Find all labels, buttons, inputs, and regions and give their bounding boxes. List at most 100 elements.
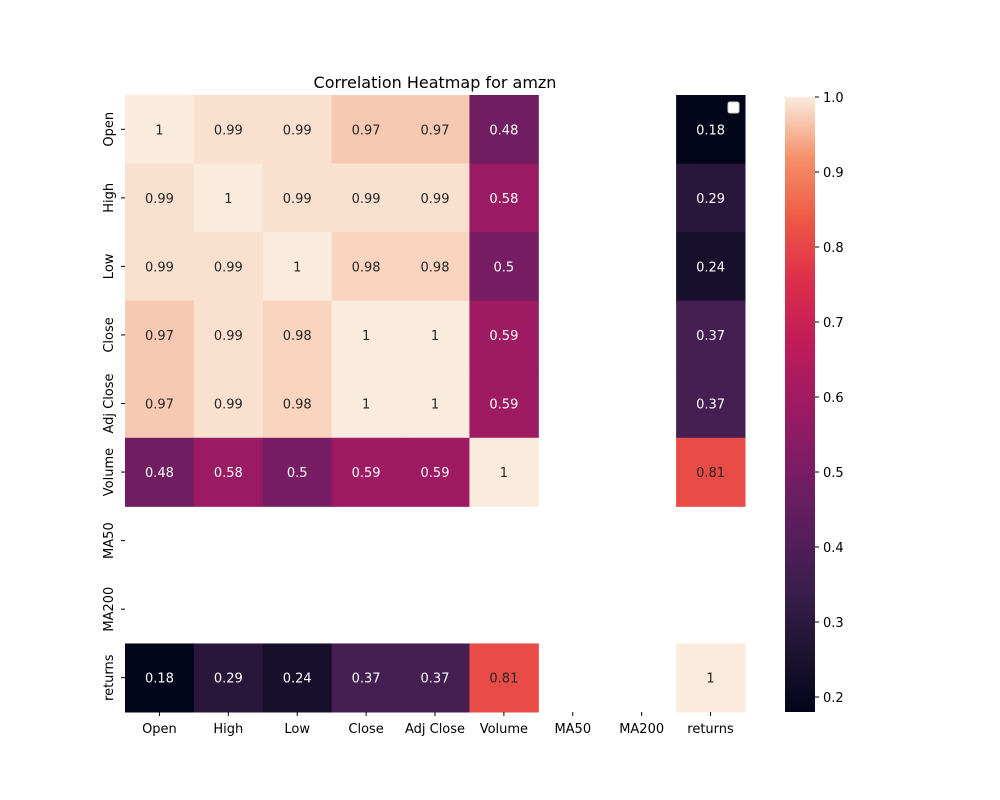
heatmap-cell	[262, 232, 333, 302]
heatmap-cell	[469, 232, 539, 302]
cell-value-label: 0.59	[352, 466, 381, 481]
heatmap-cell	[676, 643, 746, 713]
legend-box	[727, 101, 740, 114]
cell-value-label: 1	[155, 123, 163, 138]
cell-value-label: 0.5	[494, 260, 515, 275]
cell-value-label: 0.48	[145, 466, 174, 481]
y-tick-label: Low	[102, 253, 117, 279]
heatmap-cell	[400, 643, 470, 713]
x-tick-label: Open	[142, 722, 177, 737]
cell-value-label: 0.81	[696, 466, 725, 481]
chart-title: Correlation Heatmap for amzn	[314, 73, 557, 92]
heatmap-cell	[400, 300, 470, 370]
colorbar	[785, 97, 815, 712]
heatmap-cell	[125, 163, 195, 233]
cell-value-label: 0.98	[352, 260, 381, 275]
cell-value-label: 0.37	[421, 672, 450, 687]
x-tick-label: Close	[348, 722, 383, 737]
colorbar-tick-label: 0.9	[823, 166, 844, 181]
heatmap-cell	[193, 437, 264, 507]
colorbar-tick-label: 0.2	[823, 691, 844, 706]
y-tick-label: returns	[102, 654, 117, 701]
colorbar-tick-label: 0.3	[823, 616, 844, 631]
heatmap-cell	[676, 369, 746, 439]
cell-value-label: 0.97	[352, 123, 381, 138]
cell-value-label: 0.24	[696, 260, 725, 275]
heatmap-cell	[400, 232, 470, 302]
heatmap-cell	[331, 369, 402, 439]
heatmap-cell	[676, 437, 746, 507]
cell-value-label: 0.48	[489, 123, 518, 138]
cell-value-label: 0.98	[283, 398, 312, 413]
cell-value-label: 0.97	[145, 329, 174, 344]
colorbar-tick-label: 0.6	[823, 391, 844, 406]
cell-value-label: 0.5	[287, 466, 308, 481]
heatmap-cell	[331, 95, 402, 165]
colorbar-tick-label: 1.0	[823, 91, 844, 106]
cell-value-label: 0.99	[145, 192, 174, 207]
colorbar-tick-label: 0.4	[823, 541, 844, 556]
heatmap-cell	[193, 95, 264, 165]
heatmap-cell	[331, 163, 402, 233]
cell-value-label: 0.59	[421, 466, 450, 481]
colorbar-tick-label: 0.5	[823, 466, 844, 481]
heatmap-cell	[262, 437, 333, 507]
cell-value-label: 0.59	[489, 329, 518, 344]
cell-value-label: 0.18	[145, 672, 174, 687]
x-tick-label: Low	[284, 722, 310, 737]
x-tick-label: MA200	[619, 722, 664, 737]
cell-value-label: 0.97	[145, 398, 174, 413]
x-tick-label: Volume	[480, 722, 528, 737]
cell-value-label: 0.98	[421, 260, 450, 275]
cell-value-label: 0.98	[283, 329, 312, 344]
cell-value-label: 1	[706, 672, 714, 687]
heatmap-cell	[469, 163, 539, 233]
heatmap-cell	[193, 369, 264, 439]
heatmap-cell	[125, 95, 195, 165]
heatmap-cell	[469, 437, 539, 507]
cell-value-label: 0.18	[696, 123, 725, 138]
heatmap-cell	[125, 232, 195, 302]
heatmap-cell	[331, 232, 402, 302]
heatmap-cell	[262, 95, 333, 165]
cell-value-label: 0.29	[214, 672, 243, 687]
heatmap-cell	[262, 369, 333, 439]
cell-value-label: 0.99	[214, 329, 243, 344]
colorbar-ticks: 0.2 0.3 0.4 0.5 0.6 0.7 0.8 0.9 1.0	[815, 91, 844, 706]
cell-value-label: 0.29	[696, 192, 725, 207]
y-tick-label: High	[102, 183, 117, 213]
heatmap-cell	[676, 300, 746, 370]
heatmap-cell	[331, 643, 402, 713]
heatmap-cell	[193, 643, 264, 713]
heatmap-cell	[125, 300, 195, 370]
heatmap-cell	[469, 95, 539, 165]
heatmap-cell	[125, 437, 195, 507]
x-tick-label: High	[213, 722, 243, 737]
heatmap-cell	[400, 163, 470, 233]
cell-value-label: 1	[362, 398, 370, 413]
heatmap-cells	[125, 95, 746, 713]
y-tick-label: MA50	[102, 522, 117, 559]
y-tick-label: Volume	[102, 448, 117, 496]
heatmap-cell	[125, 643, 195, 713]
heatmap-cell	[125, 369, 195, 439]
cell-value-label: 0.81	[489, 672, 518, 687]
cell-value-label: 0.99	[145, 260, 174, 275]
y-tick-label: Open	[102, 112, 117, 147]
cell-value-label: 1	[431, 398, 439, 413]
cell-value-label: 1	[362, 329, 370, 344]
cell-value-label: 0.99	[214, 123, 243, 138]
heatmap-cell	[193, 163, 264, 233]
heatmap-cell	[193, 300, 264, 370]
cell-value-label: 0.99	[214, 260, 243, 275]
cell-value-label: 0.58	[489, 192, 518, 207]
heatmap-cell	[469, 300, 539, 370]
cell-value-label: 0.99	[283, 123, 312, 138]
cell-value-label: 1	[224, 192, 232, 207]
y-tick-label: Close	[102, 317, 117, 352]
colorbar-tick-label: 0.8	[823, 241, 844, 256]
cell-value-label: 0.99	[283, 192, 312, 207]
heatmap-cell	[400, 95, 470, 165]
heatmap-cell	[676, 232, 746, 302]
